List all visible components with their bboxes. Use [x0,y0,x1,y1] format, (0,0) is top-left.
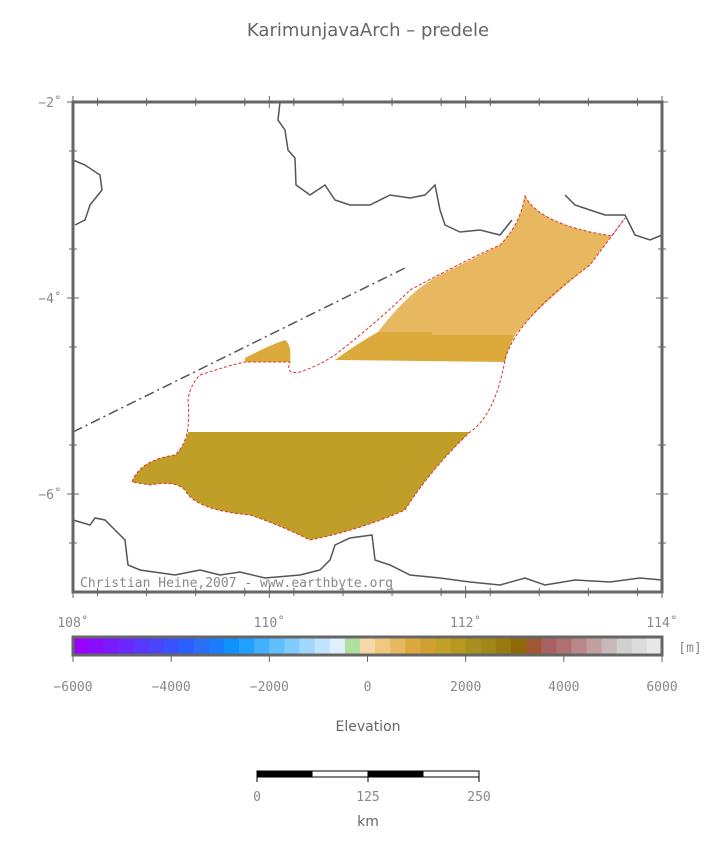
colorbar-cell [631,637,648,655]
colorbar-cell [435,637,452,655]
colorbar-cell [359,637,376,655]
scale-tick-label: 0 [253,790,261,805]
colorbar-cell [208,637,225,655]
colorbar-cell [465,637,482,655]
colorbar-cell [329,637,346,655]
colorbar-tick-label: 2000 [450,680,481,695]
scale-bar-segment [257,771,313,777]
region-outline [131,194,626,541]
colorbar-label: Elevation [335,719,400,735]
colorbar-tick-label: 0 [364,680,372,695]
elevation-zone [378,196,625,335]
scale-bar-segment [368,771,424,777]
colorbar-cell [646,637,663,655]
colorbar-cell [541,637,557,655]
colorbar-unit: [m] [678,641,701,656]
colorbar-cell [616,637,633,655]
colorbar-cell [88,637,104,655]
colorbar-cell [103,637,119,655]
credit: Christian Heine,2007 - www.earthbyte.org [80,576,393,591]
colorbar-cell [284,637,301,655]
colorbar-cell [556,637,572,655]
colorbar-cell [224,637,240,655]
elevation-zone [245,332,515,362]
x-tick-label: 110˚ [254,615,285,631]
colorbar-cell [73,637,89,655]
coastlines [72,101,663,586]
scale-tick-label: 250 [467,790,490,805]
scale-tick-label: 125 [356,790,379,805]
colorbar-cell [254,637,270,655]
colorbar-cell [450,637,467,655]
colorbar-cell [344,637,361,655]
x-tick-label: 108˚ [57,615,88,631]
colorbar-cell [314,637,331,655]
x-tick-label: 114˚ [646,615,677,631]
map: Christian Heine,2007 - www.earthbyte.org [71,100,664,594]
colorbar-tick-label: 4000 [548,680,579,695]
colorbar-cell [375,637,391,655]
y-tick-label: −4˚ [38,291,61,307]
colorbar-tick-label: 6000 [646,680,677,695]
boundary-line [72,267,406,433]
colorbar-cell [480,637,497,655]
colorbar-tick-label: −4000 [152,680,191,695]
colorbar-cell [133,637,150,655]
y-tick-label: −6˚ [38,487,61,503]
colorbar-cell [163,637,180,655]
colorbar-cell [269,637,285,655]
colorbar-cell [510,637,527,655]
colorbar-cell [118,637,134,655]
colorbar-cell [405,637,421,655]
x-tick-label: 112˚ [450,615,481,631]
colorbar-cell [420,637,436,655]
colorbar-cell [178,637,195,655]
colorbar-cell [586,637,603,655]
colorbar-cell [601,637,618,655]
y-tick-label: −2˚ [38,95,61,111]
colorbar-cell [239,637,255,655]
colorbar-cell [390,637,406,655]
elevation-zone [132,432,470,540]
title: KarimunjavaArch – predele [247,20,489,41]
colorbar-cell [148,637,165,655]
colorbar-tick-label: −2000 [250,680,289,695]
scale-unit: km [357,814,379,830]
colorbar-cell [526,637,542,655]
colorbar-cell [299,637,316,655]
colorbar-cell [193,637,210,655]
colorbar-cell [571,637,587,655]
colorbar-tick-label: −6000 [53,680,92,695]
colorbar-cell [495,637,512,655]
